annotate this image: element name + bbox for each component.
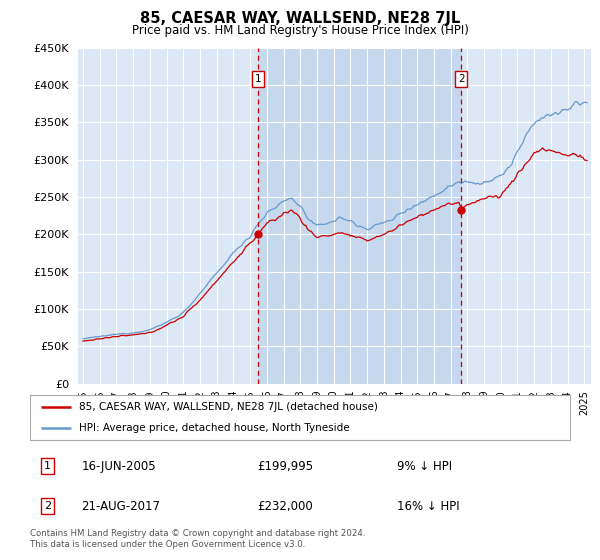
Text: 2: 2 [458,74,464,84]
Text: 1: 1 [254,74,261,84]
Text: 1: 1 [44,461,52,472]
Text: HPI: Average price, detached house, North Tyneside: HPI: Average price, detached house, Nort… [79,423,349,433]
Text: 85, CAESAR WAY, WALLSEND, NE28 7JL: 85, CAESAR WAY, WALLSEND, NE28 7JL [140,11,460,26]
Text: Contains HM Land Registry data © Crown copyright and database right 2024.
This d: Contains HM Land Registry data © Crown c… [30,529,365,549]
Text: 2: 2 [44,501,52,511]
Text: 9% ↓ HPI: 9% ↓ HPI [397,460,452,473]
Text: 16-JUN-2005: 16-JUN-2005 [82,460,156,473]
Text: 21-AUG-2017: 21-AUG-2017 [82,500,160,513]
Text: 85, CAESAR WAY, WALLSEND, NE28 7JL (detached house): 85, CAESAR WAY, WALLSEND, NE28 7JL (deta… [79,402,377,412]
Text: 16% ↓ HPI: 16% ↓ HPI [397,500,460,513]
Text: Price paid vs. HM Land Registry's House Price Index (HPI): Price paid vs. HM Land Registry's House … [131,24,469,36]
Text: £232,000: £232,000 [257,500,313,513]
Text: £199,995: £199,995 [257,460,313,473]
Bar [258,48,461,384]
